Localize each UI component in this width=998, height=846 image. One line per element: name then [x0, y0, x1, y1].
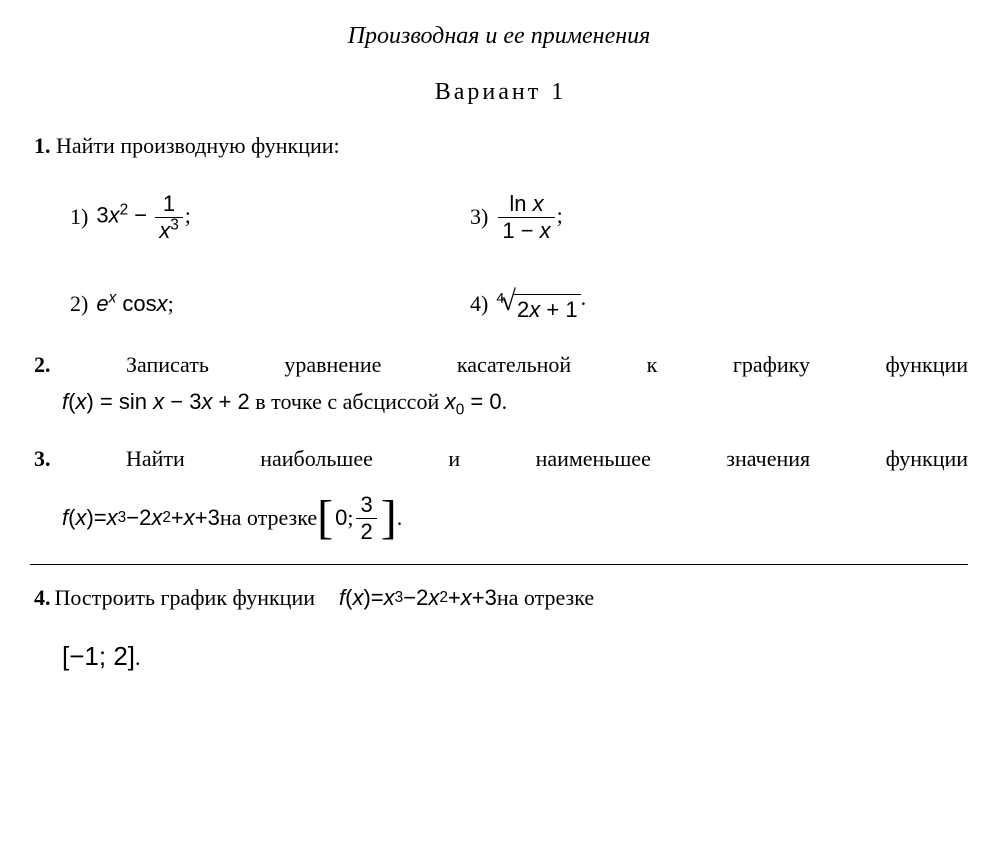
- problem-1: 1. Найти производную функции: 1) 3x2 − 1…: [30, 131, 968, 326]
- item-4-expr: 4 √ 2x + 1 .: [496, 283, 586, 326]
- item-2-number: 2): [70, 289, 88, 320]
- fourth-root: 4 √ 2x + 1: [496, 291, 580, 326]
- page-title: Производная и ее применения: [30, 20, 968, 54]
- fraction: 3 2: [356, 493, 376, 544]
- problem-3-number: 3.: [34, 446, 51, 471]
- problem-2: 2. Записать уравнение касательной к граф…: [30, 350, 968, 418]
- problem-1-item-2: 2) ex cosx;: [30, 289, 450, 320]
- problem-4-line2: [−1; 2].: [62, 638, 968, 674]
- problem-1-row-2: 2) ex cosx; 4) 4 √ 2x + 1 .: [30, 283, 968, 326]
- problem-4: 4. Построить график функции f(x) = x3 − …: [30, 583, 968, 674]
- problem-1-row-1: 1) 3x2 − 1 x3 ; 3) ln x 1 − x ;: [30, 192, 968, 243]
- item-3-expr: ln x 1 − x ;: [496, 192, 562, 243]
- variant-heading: Вариант 1: [30, 76, 968, 110]
- interval-bracket: [ 0; 3 2 ]: [317, 493, 397, 544]
- problem-2-number: 2.: [34, 352, 51, 377]
- interval: [−1; 2]: [62, 641, 135, 671]
- problem-3-line1: 3. Найти наибольшее и наименьшее значени…: [34, 444, 968, 475]
- problem-1-number: 1.: [34, 133, 51, 158]
- item-3-number: 3): [470, 202, 488, 233]
- problem-4-line1: 4. Построить график функции f(x) = x3 − …: [34, 583, 968, 614]
- item-2-expr: ex cosx;: [96, 289, 173, 320]
- problem-3: 3. Найти наибольшее и наименьшее значени…: [30, 444, 968, 544]
- problem-1-text: Найти производную функции:: [56, 133, 340, 158]
- problem-1-head: 1. Найти производную функции:: [34, 131, 968, 162]
- problem-2-line1: 2. Записать уравнение касательной к граф…: [34, 350, 968, 381]
- item-1-expr: 3x2 − 1 x3 ;: [96, 192, 191, 243]
- problem-3-line2: f(x) = x3 − 2x2 + x + 3 на отрезке [ 0; …: [62, 493, 968, 544]
- problem-2-line2: f(x) = sin x − 3x + 2 в точке с абсциссо…: [62, 387, 968, 418]
- problem-1-item-1: 1) 3x2 − 1 x3 ;: [30, 192, 450, 243]
- variant-label: Вариант: [435, 79, 542, 105]
- item-4-number: 4): [470, 289, 488, 320]
- item-1-number: 1): [70, 202, 88, 233]
- fraction: 1 x3: [155, 192, 183, 243]
- problem-1-item-3: 3) ln x 1 − x ;: [450, 192, 563, 243]
- problem-4-number: 4.: [34, 583, 51, 614]
- problem-1-item-4: 4) 4 √ 2x + 1 .: [450, 283, 586, 326]
- divider: [30, 564, 968, 565]
- fraction: ln x 1 − x: [498, 192, 554, 243]
- variant-number: 1: [551, 79, 563, 105]
